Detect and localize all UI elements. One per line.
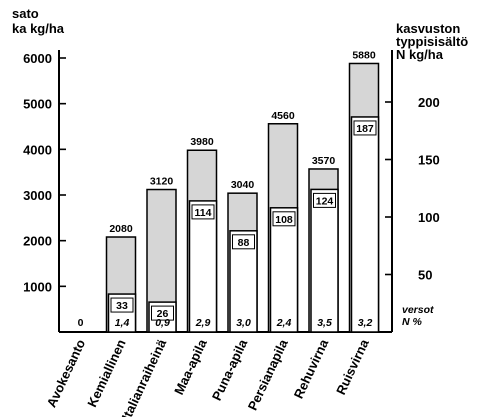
category-label: Puna-apila [209, 336, 251, 403]
n-percent-label: 1,4 [115, 317, 130, 329]
n-percent-note: versot [402, 304, 434, 316]
left-tick-label: 2000 [23, 234, 52, 249]
category-label: Persianapila [245, 336, 291, 412]
n-percent-label: 2,9 [195, 317, 211, 329]
n-percent-label: 3,2 [358, 317, 373, 329]
left-axis-title: sato [12, 6, 39, 21]
nitrogen-value-label: 108 [275, 214, 293, 226]
yield-value-label: 3040 [231, 179, 255, 191]
nitrogen-value-box [191, 204, 215, 220]
nitrogen-bar [269, 207, 299, 333]
right-tick-label: 150 [418, 153, 440, 168]
nitrogen-value-label: 26 [157, 308, 169, 320]
right-axis-title: kasvuston [396, 21, 460, 36]
nitrogen-bar [350, 116, 380, 333]
yield-value-label: 0 [78, 317, 84, 329]
category-label: Avokesanto [44, 337, 89, 410]
nitrogen-value-label: 187 [356, 123, 374, 135]
nitrogen-bar [188, 200, 218, 333]
category-label: Ruisvirna [333, 336, 372, 397]
yield-value-label: 3570 [312, 155, 336, 167]
right-tick-label: 200 [418, 95, 440, 110]
yield-value-label: 2080 [109, 223, 133, 235]
n-percent-label: 2,4 [276, 317, 292, 329]
yield-value-label: 3120 [150, 176, 174, 188]
right-axis-title: typpisisältö [396, 34, 468, 49]
left-tick-label: 5000 [23, 97, 52, 112]
nitrogen-value-box [151, 305, 174, 321]
category-label: Rehuvirna [291, 336, 332, 401]
yield-value-label: 4560 [271, 110, 295, 122]
nitrogen-value-label: 33 [116, 300, 128, 312]
yield-value-label: 3980 [190, 136, 214, 148]
left-tick-label: 6000 [23, 51, 52, 66]
category-label: Maa-apila [171, 336, 210, 397]
n-percent-label: 0,9 [155, 317, 170, 329]
left-tick-label: 1000 [23, 279, 52, 294]
nitrogen-value-label: 124 [316, 195, 334, 207]
yield-value-label: 5880 [352, 49, 376, 61]
bars [105, 62, 380, 333]
category-label: Kemiallinen [84, 337, 128, 410]
nitrogen-value-box [232, 234, 255, 250]
right-axis-title: N kg/ha [396, 47, 444, 62]
nitrogen-value-box [313, 192, 336, 208]
nitrogen-value-box [353, 120, 377, 136]
right-tick-label: 100 [418, 210, 440, 225]
nitrogen-value-box [110, 297, 134, 313]
left-tick-label: 4000 [23, 142, 52, 157]
right-tick-label: 50 [418, 268, 432, 283]
left-axis-title: ka kg/ha [12, 21, 65, 36]
n-percent-label: 3,5 [317, 317, 332, 329]
nitrogen-value-label: 88 [238, 237, 250, 249]
nitrogen-bar [310, 188, 339, 333]
left-tick-label: 3000 [23, 188, 52, 203]
n-percent-label: 3,0 [236, 317, 251, 329]
n-percent-note: N % [402, 316, 423, 328]
nitrogen-value-box [272, 211, 296, 227]
axes: 10002000300040005000600050100150200satok… [12, 6, 468, 333]
nitrogen-value-label: 114 [195, 207, 212, 219]
